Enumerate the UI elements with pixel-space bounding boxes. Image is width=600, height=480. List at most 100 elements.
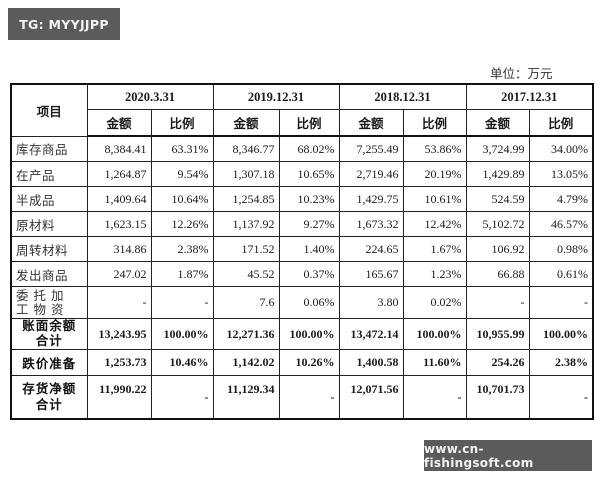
row-label: 账面余额合计 (10, 318, 88, 350)
header-amount: 金额 (86, 109, 152, 137)
cell-ratio: 100.00% (150, 318, 214, 350)
cell-ratio: 1.87% (150, 261, 214, 287)
cell-amount: 11,990.22 (86, 375, 152, 420)
cell-ratio: 100.00% (278, 318, 340, 350)
header-ratio: 比例 (528, 109, 594, 137)
table-row-consigned-processing: 委托加工物资 - - 7.6 0.06% 3.80 0.02% - - (10, 286, 594, 319)
cell-ratio: 4.79% (528, 186, 594, 212)
cell-amount: - (465, 286, 530, 319)
cell-amount: 1,400.58 (338, 349, 404, 376)
cell-amount: - (86, 286, 152, 319)
cell-ratio: - (402, 375, 467, 420)
cell-ratio: 2.38% (150, 236, 214, 262)
header-ratio: 比例 (150, 109, 214, 137)
cell-amount: 247.02 (86, 261, 152, 287)
row-label: 周转材料 (10, 236, 88, 262)
cell-amount: 1,254.85 (212, 186, 280, 212)
cell-amount: 1,429.89 (465, 161, 530, 187)
header-period-2020-03-31: 2020.3.31 (86, 83, 214, 110)
cell-ratio: 9.54% (150, 161, 214, 187)
watermark-badge-bottom: www.cn-fishingsoft.com (424, 440, 592, 471)
cell-ratio: 0.98% (528, 236, 594, 262)
row-label: 半成品 (10, 186, 88, 212)
cell-ratio: 12.26% (150, 211, 214, 237)
cell-ratio: 68.02% (278, 135, 340, 162)
cell-amount: 10,955.99 (465, 318, 530, 350)
cell-amount: 3.80 (338, 286, 404, 319)
cell-ratio: 11.60% (402, 349, 467, 376)
cell-ratio: - (528, 375, 594, 420)
cell-amount: 10,701.73 (465, 375, 530, 420)
header-ratio: 比例 (402, 109, 467, 137)
cell-ratio: 0.02% (402, 286, 467, 319)
cell-ratio: - (528, 286, 594, 319)
cell-ratio: 1.23% (402, 261, 467, 287)
table-row-net-inventory-total: 存货净额合计 11,990.22 - 11,129.34 - 12,071.56… (10, 375, 594, 420)
cell-amount: 7.6 (212, 286, 280, 319)
header-period-2017-12-31: 2017.12.31 (465, 83, 594, 110)
cell-amount: 254.26 (465, 349, 530, 376)
cell-amount: 3,724.99 (465, 135, 530, 162)
cell-amount: 1,623.15 (86, 211, 152, 237)
cell-ratio: 100.00% (528, 318, 594, 350)
cell-ratio: 1.40% (278, 236, 340, 262)
cell-ratio: - (150, 286, 214, 319)
header-item: 项目 (10, 83, 88, 137)
cell-ratio: 10.46% (150, 349, 214, 376)
cell-ratio: 0.06% (278, 286, 340, 319)
cell-amount: 12,271.36 (212, 318, 280, 350)
table-row-goods-shipped: 发出商品 247.02 1.87% 45.52 0.37% 165.67 1.2… (10, 261, 594, 287)
cell-amount: 1,264.87 (86, 161, 152, 187)
cell-amount: 11,129.34 (212, 375, 280, 420)
header-amount: 金额 (212, 109, 280, 137)
cell-amount: 524.59 (465, 186, 530, 212)
unit-label: 单位：万元 (490, 67, 553, 81)
cell-amount: 8,346.77 (212, 135, 280, 162)
cell-ratio: - (278, 375, 340, 420)
cell-amount: 1,142.02 (212, 349, 280, 376)
header-period-2019-12-31: 2019.12.31 (212, 83, 340, 110)
cell-ratio: 10.64% (150, 186, 214, 212)
cell-ratio: 1.67% (402, 236, 467, 262)
cell-amount: 66.88 (465, 261, 530, 287)
cell-ratio: 46.57% (528, 211, 594, 237)
header-amount: 金额 (465, 109, 530, 137)
table-row-book-balance-total: 账面余额合计 13,243.95 100.00% 12,271.36 100.0… (10, 318, 594, 350)
cell-amount: 1,409.64 (86, 186, 152, 212)
cell-amount: 314.86 (86, 236, 152, 262)
cell-ratio: 34.00% (528, 135, 594, 162)
cell-amount: 1,429.75 (338, 186, 404, 212)
row-label: 库存商品 (10, 135, 88, 162)
cell-amount: 106.92 (465, 236, 530, 262)
header-ratio: 比例 (278, 109, 340, 137)
header-period-2018-12-31: 2018.12.31 (338, 83, 467, 110)
cell-ratio: 10.26% (278, 349, 340, 376)
cell-ratio: 2.38% (528, 349, 594, 376)
cell-ratio: 12.42% (402, 211, 467, 237)
cell-amount: 1,307.18 (212, 161, 280, 187)
table-row-raw-materials: 原材料 1,623.15 12.26% 1,137.92 9.27% 1,673… (10, 211, 594, 237)
cell-ratio: 13.05% (528, 161, 594, 187)
table-row-impairment-provision: 跌价准备 1,253.73 10.46% 1,142.02 10.26% 1,4… (10, 349, 594, 376)
cell-amount: 8,384.41 (86, 135, 152, 162)
cell-ratio: 10.61% (402, 186, 467, 212)
cell-amount: 13,472.14 (338, 318, 404, 350)
cell-amount: 12,071.56 (338, 375, 404, 420)
cell-amount: 7,255.49 (338, 135, 404, 162)
row-label: 原材料 (10, 211, 88, 237)
cell-amount: 13,243.95 (86, 318, 152, 350)
cell-amount: 224.65 (338, 236, 404, 262)
cell-ratio: 10.23% (278, 186, 340, 212)
cell-amount: 1,253.73 (86, 349, 152, 376)
header-amount: 金额 (338, 109, 404, 137)
cell-amount: 165.67 (338, 261, 404, 287)
row-label: 委托加工物资 (10, 286, 88, 319)
table-row-finished-goods: 库存商品 8,384.41 63.31% 8,346.77 68.02% 7,2… (10, 135, 594, 162)
row-label: 发出商品 (10, 261, 88, 287)
table-row-semi-finished: 半成品 1,409.64 10.64% 1,254.85 10.23% 1,42… (10, 186, 594, 212)
table-row-turnover-materials: 周转材料 314.86 2.38% 171.52 1.40% 224.65 1.… (10, 236, 594, 262)
row-label: 跌价准备 (10, 349, 88, 376)
cell-ratio: 53.86% (402, 135, 467, 162)
cell-amount: 171.52 (212, 236, 280, 262)
cell-ratio: 100.00% (402, 318, 467, 350)
